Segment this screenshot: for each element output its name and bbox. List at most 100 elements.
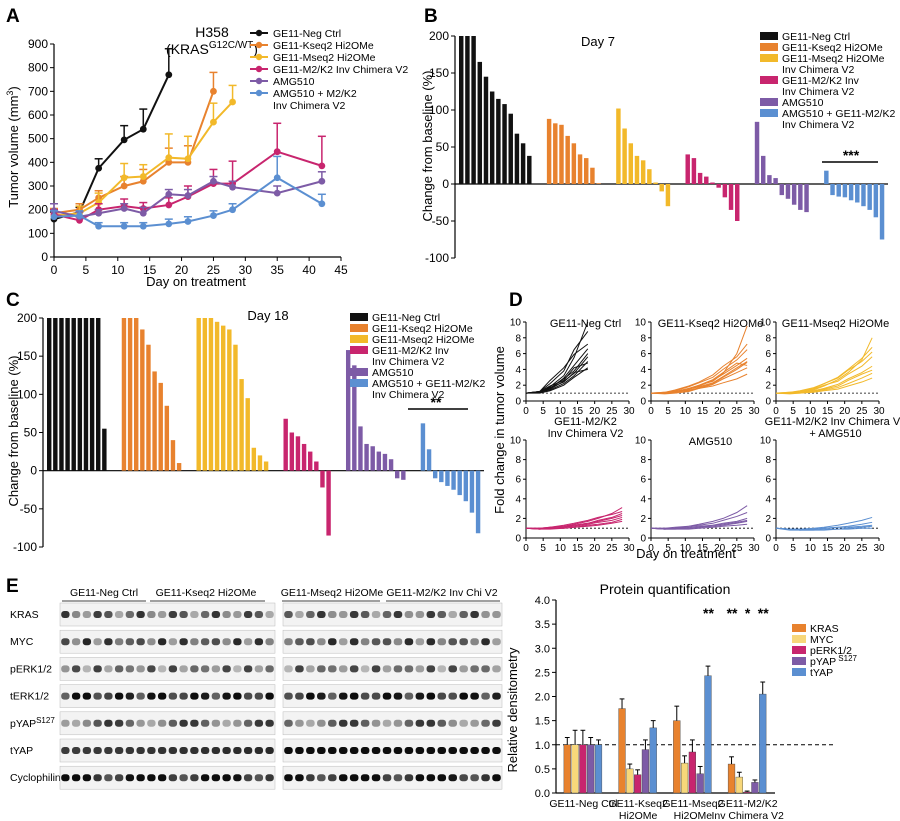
blot-group-header: GE11-Kseq2 Hi2OMe <box>156 587 257 599</box>
bar <box>577 154 583 184</box>
blot-band <box>492 611 501 618</box>
bar <box>245 398 250 471</box>
y-tick-label: 1.5 <box>535 716 550 728</box>
blot-band <box>179 719 188 727</box>
bar <box>647 169 652 184</box>
blot-band <box>104 747 113 754</box>
panel-e-title: Protein quantification <box>600 581 731 597</box>
blot-band <box>448 611 457 618</box>
bar <box>457 470 462 496</box>
bar <box>855 184 860 203</box>
blot-strip <box>282 738 503 763</box>
bar <box>47 318 52 471</box>
blot-band <box>104 611 113 618</box>
blot-band <box>317 747 326 754</box>
blot-band <box>71 665 81 673</box>
blot-band <box>437 747 447 754</box>
blot-band <box>426 774 436 782</box>
y-tick-label: 50 <box>24 426 38 440</box>
blot-band <box>200 638 210 646</box>
y-tick-label: 0.5 <box>535 764 550 776</box>
blot-band <box>448 774 457 782</box>
y-tick-label: 6 <box>640 349 646 360</box>
blot-band <box>211 611 221 618</box>
x-tick-label: 10 <box>805 543 817 554</box>
blot-band <box>93 692 102 700</box>
blot-band <box>222 719 231 727</box>
legend-marker <box>255 65 263 73</box>
y-tick-label: 200 <box>17 311 37 325</box>
blot-band <box>82 719 92 727</box>
y-tick-label: 10 <box>510 436 522 447</box>
x-tick-label: 25 <box>856 543 868 554</box>
legend-label: Inv Chimera V2 <box>782 119 855 131</box>
blot-band <box>437 692 447 700</box>
bar <box>760 155 766 184</box>
bar <box>641 749 650 794</box>
data-point <box>95 222 103 230</box>
bar <box>634 774 642 794</box>
data-point <box>229 206 236 214</box>
blot-band <box>147 638 156 646</box>
blot-band <box>415 747 425 754</box>
panel-letter-e: E <box>6 576 19 597</box>
blot-band <box>306 747 315 754</box>
tumor-line <box>526 513 623 529</box>
bar <box>289 432 295 471</box>
x-tick-label: 10 <box>111 263 125 277</box>
bar <box>233 344 238 471</box>
legend-swatch <box>350 313 368 321</box>
blot-band <box>317 719 326 727</box>
blot-band <box>200 774 210 782</box>
x-category-label: GE11-Kseq2 <box>608 798 667 810</box>
bar <box>146 344 151 471</box>
blot-band <box>360 747 370 754</box>
blot-band <box>190 747 199 754</box>
blot-band <box>233 774 242 782</box>
blot-band <box>328 774 337 782</box>
tumor-line <box>651 362 748 394</box>
subplot-title: GE11-Mseq2 Hi2OMe <box>782 318 889 330</box>
bar <box>727 763 736 794</box>
bar <box>496 98 501 184</box>
x-tick-label: 25 <box>731 406 743 417</box>
legend-label: AMG510 <box>372 367 414 379</box>
y-tick-label: -100 <box>13 540 37 554</box>
blot-band <box>190 611 199 618</box>
blot-band <box>61 774 70 782</box>
data-point <box>229 98 236 106</box>
blot-band <box>437 665 447 673</box>
panel-b-bar-chart: Day 7 Change from baseline (%) *** 200 15… <box>420 29 895 265</box>
blot-band <box>200 692 210 700</box>
significance-marker: * <box>745 605 751 621</box>
blot-band <box>393 774 403 782</box>
data-point <box>120 174 128 182</box>
bar <box>364 443 369 471</box>
y-tick-label: 0 <box>30 464 37 478</box>
blot-band <box>306 719 315 727</box>
x-tick-label: 10 <box>680 543 692 554</box>
bar <box>432 470 438 479</box>
bar <box>559 124 564 184</box>
bar <box>587 744 595 794</box>
data-point <box>318 177 326 185</box>
x-tick-label: 30 <box>239 263 253 277</box>
x-tick-label: 5 <box>665 406 671 417</box>
legend-label: pERK1/2 <box>810 645 852 657</box>
blot-band <box>470 774 479 782</box>
legend-label: GE11-Neg Ctrl <box>273 28 341 40</box>
x-tick-label: 15 <box>822 543 834 554</box>
blot-band <box>114 774 124 782</box>
bar <box>688 751 696 794</box>
blot-band <box>492 719 501 727</box>
blot-band <box>437 774 447 782</box>
subplot-title: GE11-M2/K2 Inv Chimera V2 <box>765 416 900 428</box>
blot-strip <box>59 629 276 654</box>
data-point <box>139 177 147 185</box>
legend-label: GE11-M2/K2 Inv Chimera V2 <box>273 64 408 76</box>
legend-label: AMG510 <box>782 97 824 109</box>
blot-band <box>404 665 414 673</box>
y-tick-label: -50 <box>20 502 38 516</box>
x-tick-label: 0 <box>648 543 654 554</box>
blot-band <box>492 638 501 646</box>
